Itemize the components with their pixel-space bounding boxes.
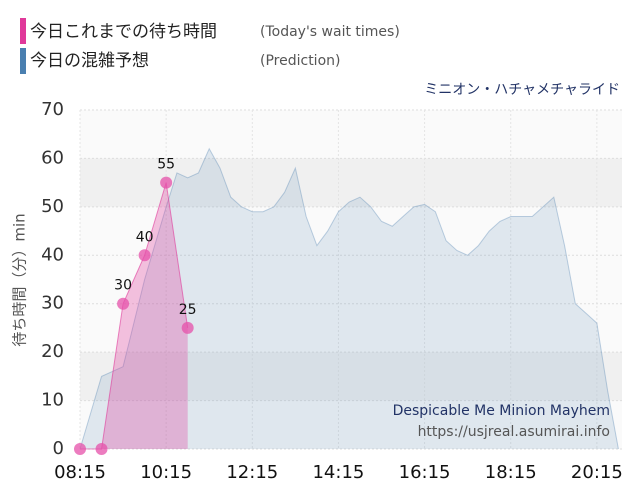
point [138, 249, 151, 262]
point [160, 176, 173, 189]
y-tick-label: 70 [41, 99, 64, 120]
watermark: Despicable Me Minion Mayhem [393, 403, 610, 419]
area [80, 148, 619, 449]
point [181, 321, 194, 334]
legend-label: 今日の混雑予想 [30, 51, 149, 71]
data-label: 30 [114, 278, 132, 294]
y-tick-label: 30 [41, 293, 64, 314]
data-label: 25 [179, 302, 197, 318]
data-label: 55 [157, 157, 175, 173]
data-label: 40 [136, 229, 154, 245]
legend-swatch [20, 18, 26, 44]
point [74, 443, 86, 455]
line [79, 147, 619, 450]
watermark: https://usjreal.asumirai.info [418, 424, 610, 440]
band [80, 352, 622, 401]
y-axis-label: 待ち時間（分）min [11, 213, 29, 346]
x-tick-label: 18:15 [485, 462, 537, 483]
y-tick-label: 60 [41, 147, 64, 168]
x-tick-label: 10:15 [140, 462, 192, 483]
legend-note: (Prediction) [260, 53, 340, 69]
y-tick-label: 20 [41, 341, 64, 362]
x-tick-label: 14:15 [312, 462, 364, 483]
y-tick-label: 0 [53, 438, 64, 459]
legend-swatch [20, 48, 26, 74]
x-tick-label: 08:15 [54, 462, 106, 483]
y-tick-label: 10 [41, 390, 64, 411]
x-tick-label: 12:15 [226, 462, 278, 483]
x-tick-label: 20:15 [571, 462, 623, 483]
point [95, 443, 108, 455]
chart-title: ミニオン・ハチャメチャライド [424, 82, 620, 98]
x-tick-label: 16:15 [399, 462, 451, 483]
legend-label: 今日これまでの待ち時間 [30, 22, 217, 42]
point [117, 297, 130, 310]
legend-note: (Today's wait times) [260, 24, 400, 40]
area [80, 182, 188, 449]
y-tick-label: 40 [41, 244, 64, 265]
y-tick-label: 50 [41, 196, 64, 217]
